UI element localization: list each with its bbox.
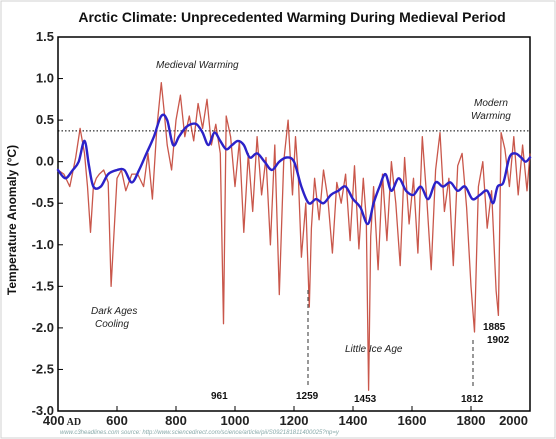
- source-note: www.c3headlines.com source: http://www.s…: [60, 430, 340, 436]
- annual-temperature-line: [57, 82, 531, 391]
- x-tick-label: 1400: [339, 413, 368, 428]
- annotation-year-1453: 1453: [354, 394, 377, 405]
- x-tick-label: 1600: [398, 413, 427, 428]
- x-tick-label: 400 AD: [43, 413, 81, 428]
- x-tick-label: 2000: [499, 413, 528, 428]
- y-tick-label: 1.0: [36, 71, 54, 86]
- y-axis-ticks: 1.5 1.0 0.5 0.0 -0.5 -1.0 -1.5 -2.0 -2.5 -3.0: [32, 29, 63, 418]
- y-tick-label: 1.5: [36, 29, 54, 44]
- annotation-year-1885: 1885: [483, 322, 506, 333]
- annotation-little-ice-age: Little Ice Age: [345, 344, 403, 355]
- annotation-year-1259: 1259: [296, 391, 319, 402]
- x-tick-label: 600: [106, 413, 128, 428]
- plot-frame: [57, 36, 531, 412]
- x-tick-label: 1200: [280, 413, 309, 428]
- y-tick-label: -3.0: [32, 403, 54, 418]
- y-tick-label: -2.0: [32, 320, 54, 335]
- y-axis-label: Temperature Anomaly (°C): [5, 145, 19, 295]
- y-tick-label: -1.0: [32, 237, 54, 252]
- annotation-dark-ages-line1: Dark Ages: [91, 306, 137, 317]
- y-tick-label: 0.5: [36, 112, 54, 127]
- annotation-modern-line2: Warming: [471, 111, 511, 122]
- x-axis-ticks: 400 AD 600 800 1000 1200 1400 1600 1800 2000: [43, 406, 531, 428]
- annotation-modern-line1: Modern: [474, 98, 508, 109]
- y-tick-label: -1.5: [32, 278, 54, 293]
- annotation-year-1902: 1902: [487, 335, 510, 346]
- annotation-dark-ages-line2: Cooling: [95, 319, 129, 330]
- annotation-year-961: 961: [211, 391, 228, 402]
- y-tick-label: -2.5: [32, 361, 54, 376]
- x-tick-label: 1800: [457, 413, 486, 428]
- x-tick-label: 800: [165, 413, 187, 428]
- y-tick-label: -0.5: [32, 195, 54, 210]
- annotation-year-1812: 1812: [461, 394, 484, 405]
- x-tick-label: 1000: [221, 413, 250, 428]
- annotation-medieval-warming: Medieval Warming: [156, 60, 239, 71]
- y-tick-label: 0.0: [36, 154, 54, 169]
- x-tick-suffix: AD: [67, 417, 81, 428]
- smoothed-temperature-line: [56, 113, 532, 226]
- chart-title: Arctic Climate: Unprecedented Warming Du…: [78, 9, 505, 25]
